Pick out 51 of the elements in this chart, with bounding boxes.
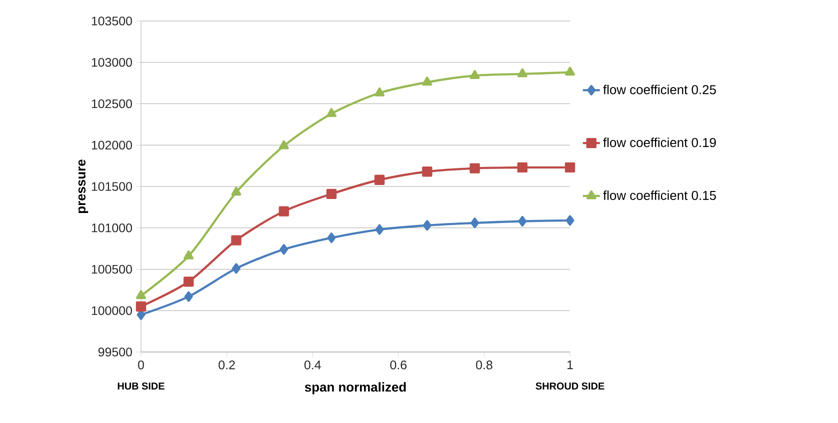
point <box>564 162 576 173</box>
y-tick-label: 102000 <box>92 140 132 150</box>
point <box>280 244 288 255</box>
point <box>327 232 336 244</box>
point <box>136 290 146 300</box>
y-tick-label: 99500 <box>98 348 132 356</box>
x-tick-label: 0.8 <box>476 360 492 370</box>
point <box>136 301 146 312</box>
y-tick-label: 101000 <box>92 223 132 232</box>
x-tick-label: 0.2 <box>218 360 235 370</box>
legend-label: flow coefficient 0.15 <box>603 190 716 200</box>
y-axis-title: pressure <box>78 160 88 213</box>
text: HUB SIDE <box>118 382 164 390</box>
point <box>566 215 574 226</box>
y-tick-label: 100000 <box>92 306 132 316</box>
point <box>231 186 242 196</box>
point <box>326 188 337 200</box>
point <box>470 163 480 174</box>
point <box>232 263 240 274</box>
point <box>278 206 289 216</box>
point <box>470 70 480 79</box>
legend-label: flow coefficient 0.19 <box>603 138 716 148</box>
text: SHROUD SIDE <box>536 382 604 390</box>
point <box>517 162 528 173</box>
x-axis-title: span normalized <box>304 382 406 394</box>
point <box>184 276 194 287</box>
point <box>422 166 432 177</box>
y-tick-label: 103000 <box>92 58 132 67</box>
point <box>278 140 289 150</box>
x-tick-label: 0 <box>138 360 144 370</box>
x-tick-label: 0.4 <box>304 360 321 370</box>
point <box>374 174 385 185</box>
point <box>518 216 527 227</box>
legend-label: flow coefficient 0.25 <box>603 84 716 94</box>
point <box>374 87 385 96</box>
point <box>184 291 193 302</box>
y-tick-label: 103500 <box>92 16 132 26</box>
point <box>422 220 432 231</box>
point <box>422 76 432 86</box>
point <box>231 235 242 246</box>
point <box>326 108 336 118</box>
point <box>184 250 194 260</box>
point <box>565 66 575 76</box>
point <box>470 218 480 228</box>
y-tick-label: 101500 <box>92 182 132 191</box>
y-tick-label: 100500 <box>92 264 132 274</box>
y-tick-label: 102500 <box>92 99 132 108</box>
point <box>375 224 384 235</box>
point <box>517 68 528 78</box>
x-tick-label: 0.6 <box>390 360 407 370</box>
x-tick-label: 1 <box>568 360 573 370</box>
